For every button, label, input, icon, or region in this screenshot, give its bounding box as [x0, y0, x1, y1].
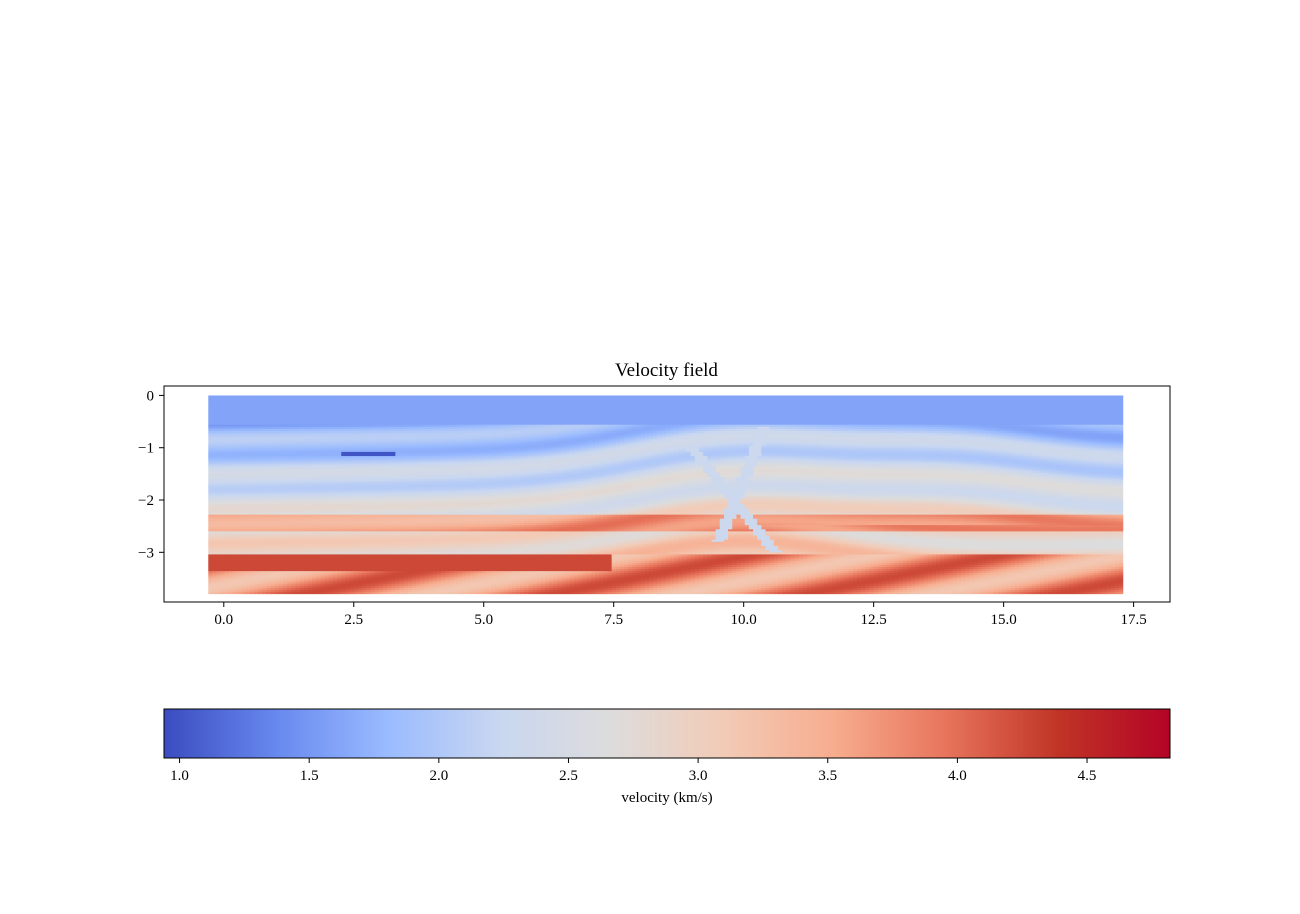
velocity-field [208, 395, 1124, 594]
chart-title: Velocity field [615, 360, 718, 381]
